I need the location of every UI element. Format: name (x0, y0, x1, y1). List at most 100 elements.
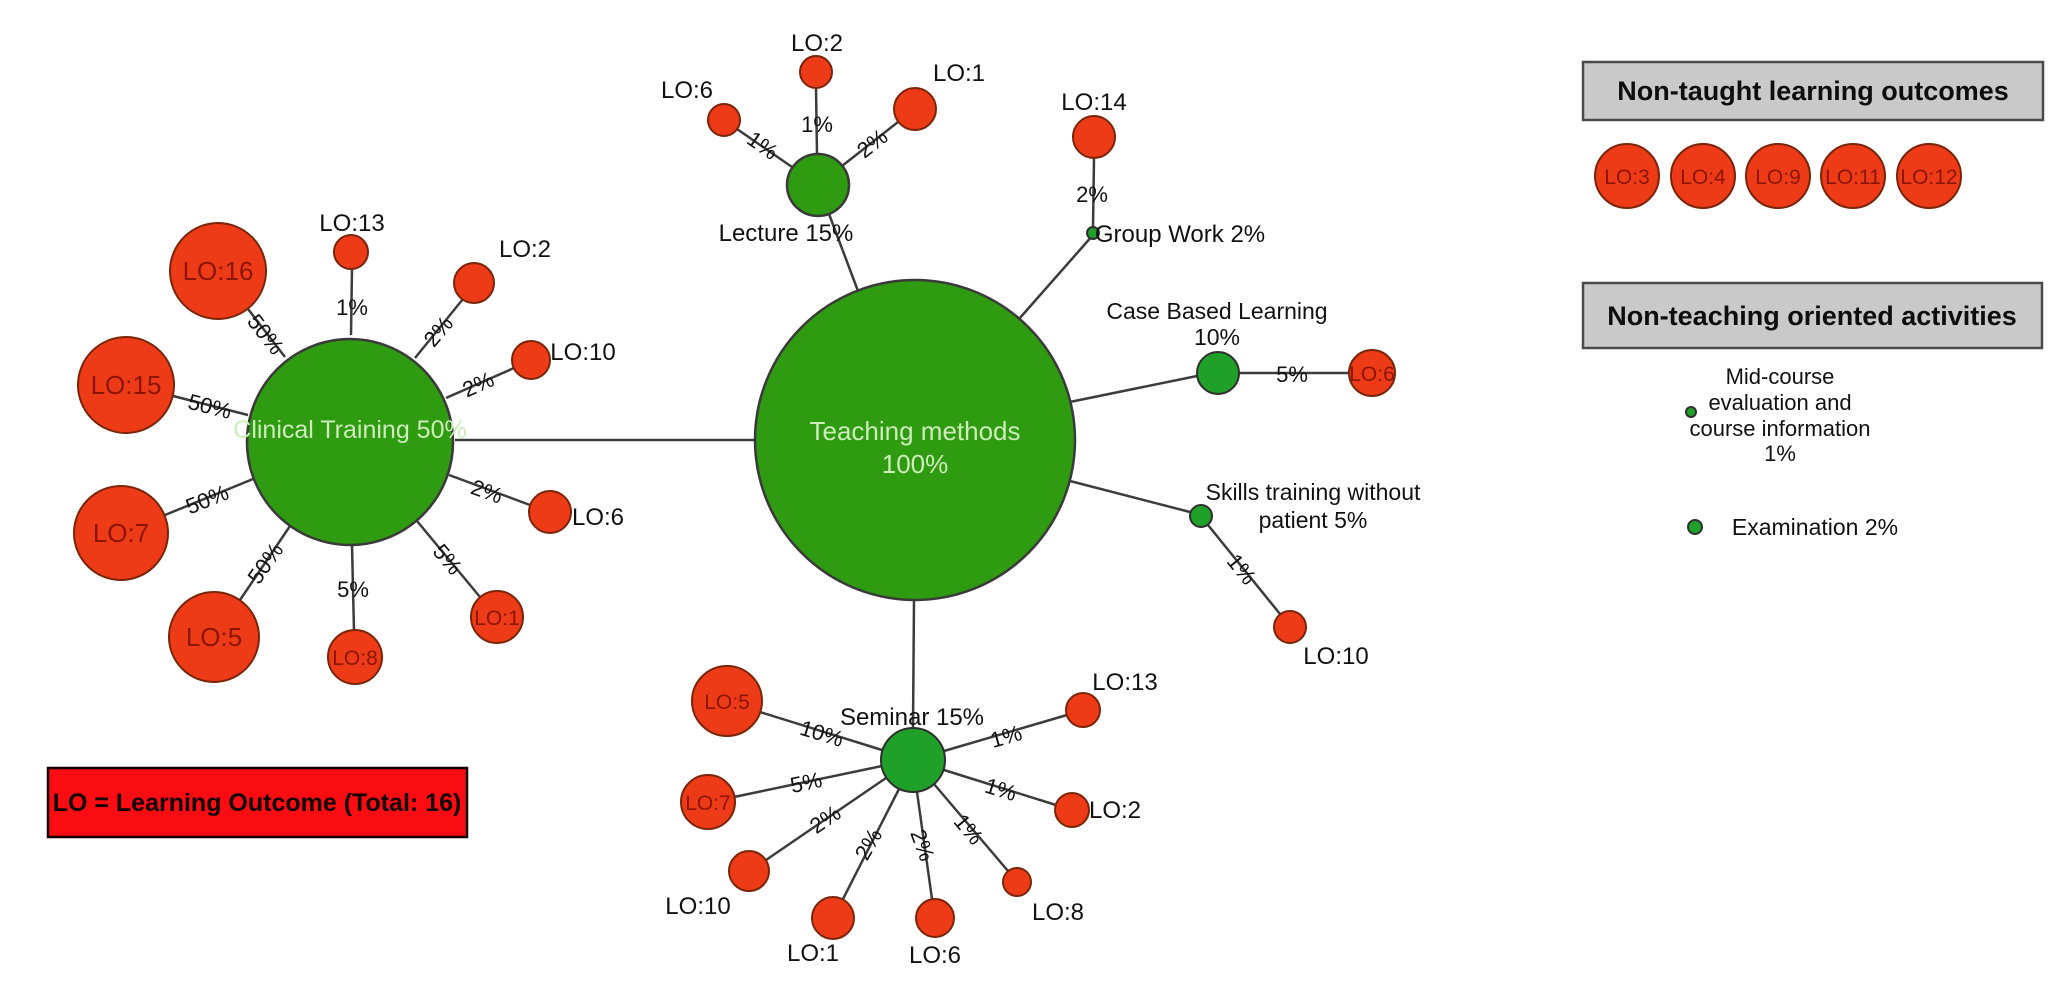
node-clinical-lo1 (470, 590, 524, 644)
seminar-lo2-pct: 1% (982, 773, 1020, 806)
node-clinical-lo15 (77, 336, 175, 434)
edge-teaching-lecture (827, 213, 860, 292)
node-lecture (785, 152, 851, 218)
nontaught-lo12-label: LO:12 (1900, 166, 1957, 189)
edge-clinical-lo1 (416, 520, 481, 598)
edge-teaching-groupwork (1018, 234, 1094, 320)
node-clinical-lo13 (333, 234, 369, 270)
edge-seminar-lo7 (733, 764, 883, 799)
edge-teaching-skills (1069, 479, 1191, 514)
edge-clinical-lo5 (238, 525, 292, 601)
edge-teaching-cbl (1059, 374, 1198, 406)
skills-label-line2: patient 5% (1259, 507, 1368, 533)
node-nontaught-lo11 (1820, 143, 1886, 209)
groupwork-edges (1091, 157, 1096, 229)
non-teaching-title: Non-teaching oriented activities (1607, 301, 2017, 331)
node-clinical-lo16 (169, 222, 267, 320)
node-seminar-lo2 (1054, 792, 1090, 828)
seminar-lo6-label: LO:6 (909, 942, 961, 969)
teaching-label-line2: 100% (882, 449, 949, 479)
node-teaching-methods (753, 278, 1077, 602)
groupwork-lo14-pct: 2% (1076, 182, 1108, 207)
seminar-lo10-label: LO:10 (665, 893, 730, 920)
clinical-lo13-label: LO:13 (319, 210, 384, 237)
clinical-lo5-pct: 50% (243, 538, 289, 588)
edge-teaching-seminar (911, 599, 916, 729)
seminar-lo8-label: LO:8 (1032, 899, 1084, 926)
node-nontaught-lo3 (1594, 143, 1660, 209)
clinical-lo10-pct: 2% (459, 367, 498, 403)
lecture-edges (736, 87, 899, 169)
edge-seminar-lo10 (765, 776, 887, 862)
skills-label-line1: Skills training without (1206, 479, 1421, 505)
node-clinical-lo10 (511, 340, 551, 380)
node-skills-lo10 (1273, 610, 1307, 644)
non-taught-header-box (1581, 60, 2045, 122)
cbl-lo6-pct: 5% (1276, 362, 1308, 387)
edge-clinical-lo16 (247, 308, 286, 358)
node-groupwork-lo14 (1072, 115, 1116, 159)
clinical-lo2-label: LO:2 (499, 236, 551, 263)
seminar-lo7-pct: 5% (788, 767, 824, 798)
lecture-lo2-label: LO:2 (791, 30, 843, 57)
examination-dot (1687, 519, 1703, 535)
lecture-lo1-label: LO:1 (933, 60, 985, 87)
node-clinical-lo2 (453, 262, 495, 304)
midcourse-line1: Mid-course (1726, 364, 1835, 389)
node-lecture-lo2 (799, 55, 833, 89)
node-seminar-lo8 (1002, 867, 1032, 897)
node-seminar-lo7 (680, 774, 736, 830)
edge-groupwork-lo14 (1091, 157, 1096, 229)
legend-box (46, 766, 469, 839)
examination-label: Examination 2% (1732, 514, 1898, 540)
node-clinical-lo8 (327, 629, 383, 685)
cbl-pct-label: 10% (1194, 324, 1240, 350)
clinical-edges (164, 267, 531, 632)
edge-seminar-lo2 (943, 768, 1057, 807)
node-nontaught-lo9 (1745, 143, 1811, 209)
clinical-lo5-label: LO:5 (186, 622, 242, 652)
seminar-lo10-pct: 2% (805, 800, 845, 839)
nontaught-lo9-label: LO:9 (1755, 166, 1801, 189)
edge-seminar-lo5 (759, 710, 883, 752)
cbl-label: Case Based Learning (1106, 298, 1327, 324)
clinical-lo13-pct: 1% (336, 295, 368, 320)
edge-seminar-lo13 (943, 713, 1068, 753)
edge-seminar-lo6 (915, 791, 934, 900)
clinical-lo15-pct: 50% (185, 389, 234, 424)
groupwork-lo14-label: LO:14 (1061, 89, 1126, 116)
clinical-label: Clinical Training 50% (233, 416, 466, 444)
node-seminar-lo6 (915, 898, 955, 938)
clinical-lo1-label: LO:1 (474, 607, 520, 630)
seminar-lo1-label: LO:1 (787, 940, 839, 967)
node-clinical-lo6 (528, 490, 572, 534)
lecture-lo2-pct: 1% (801, 112, 833, 137)
seminar-lo8-pct: 1% (949, 809, 989, 849)
node-seminar (880, 727, 946, 793)
clinical-lo6-label: LO:6 (572, 504, 624, 531)
nontaught-lo3-label: LO:3 (1604, 166, 1650, 189)
node-clinical-training (245, 337, 455, 547)
edge-lecture-lo6 (736, 127, 793, 169)
seminar-lo1-pct: 2% (850, 824, 888, 864)
clinical-lo7-label: LO:7 (93, 518, 149, 548)
edge-skills-lo10 (1207, 524, 1281, 615)
seminar-label: Seminar 15% (840, 704, 984, 731)
edge-seminar-lo8 (933, 783, 1009, 872)
clinical-lo8-label: LO:8 (332, 647, 378, 670)
non-taught-title: Non-taught learning outcomes (1617, 76, 2009, 106)
edge-clinical-lo2 (414, 298, 464, 359)
edge-clinical-lo7 (164, 477, 254, 517)
node-seminar-lo5 (691, 665, 763, 737)
edge-lecture-lo2 (814, 87, 819, 155)
hub-edges (455, 213, 1198, 729)
node-seminar-lo10 (728, 850, 770, 892)
clinical-lo7-pct: 50% (182, 480, 232, 520)
nontaught-lo11-label: LO:11 (1825, 166, 1881, 189)
edge-clinical-lo6 (448, 473, 531, 507)
midcourse-line2: evaluation and (1708, 390, 1851, 415)
seminar-lo2-label: LO:2 (1089, 797, 1141, 824)
edge-lecture-lo1 (841, 121, 899, 167)
